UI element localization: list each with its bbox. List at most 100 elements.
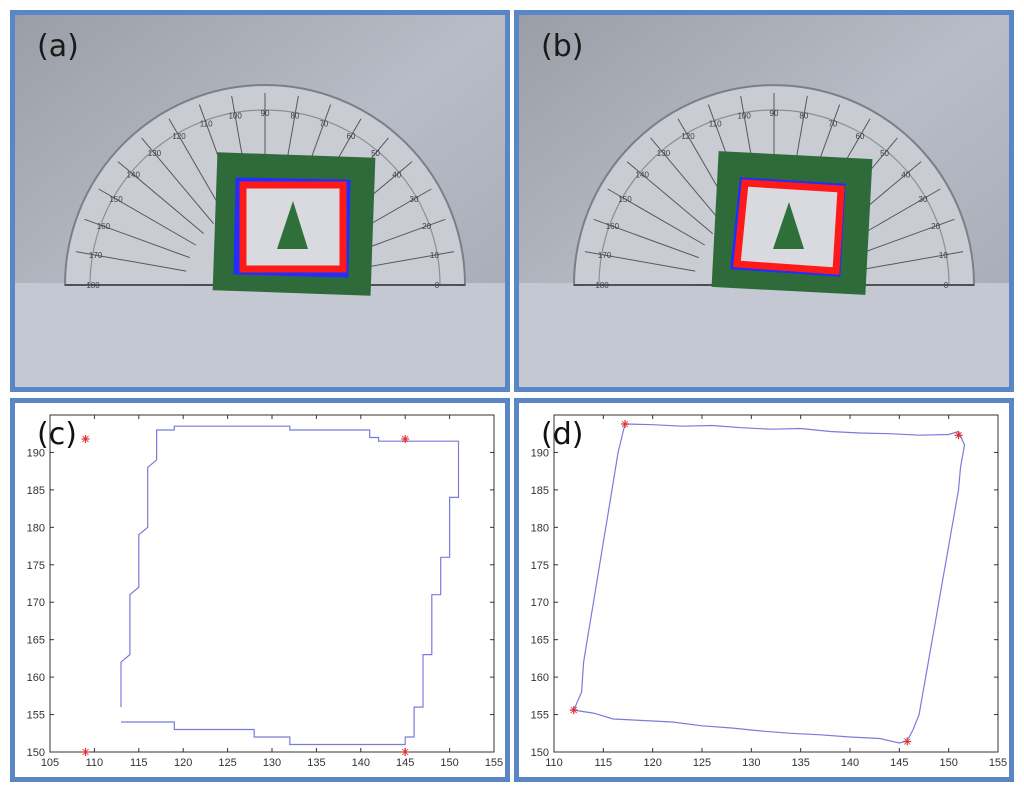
red-contour — [733, 179, 845, 275]
protractor-tick — [607, 188, 705, 246]
protractor-scale-label: 110 — [200, 119, 213, 128]
corner-marker — [401, 434, 410, 443]
panel-label-b: (b) — [541, 29, 584, 64]
protractor-scale-label: 0 — [435, 281, 440, 290]
x-tick-label: 110 — [545, 757, 563, 769]
protractor-scale-label: 180 — [595, 281, 609, 290]
protractor-scale-label: 10 — [430, 251, 439, 260]
panel-label-d: (d) — [541, 417, 584, 452]
protractor-scale-label: 0 — [944, 281, 949, 290]
y-tick-label: 180 — [27, 522, 45, 534]
corner-marker — [81, 748, 90, 756]
x-tick-label: 130 — [263, 757, 281, 769]
corner-marker — [954, 431, 963, 440]
panel-c: 105 110 115 120 125 130 135 140 145 150 155 150 155 1… — [10, 398, 510, 782]
protractor-scale-label: 20 — [422, 222, 431, 231]
protractor-scale-label: 70 — [828, 119, 837, 128]
protractor-tick — [117, 161, 205, 234]
protractor-scale-label: 120 — [172, 132, 186, 141]
x-tick-label: 115 — [130, 757, 148, 769]
y-tick-label: 165 — [27, 635, 45, 647]
protractor-scale-label: 100 — [228, 112, 242, 121]
y-tick-label: 175 — [27, 560, 45, 572]
x-tick-label: 135 — [791, 757, 809, 769]
protractor-scale-label: 110 — [709, 119, 722, 128]
protractor-scale-label: 100 — [737, 112, 751, 121]
protractor-scale-label: 160 — [606, 222, 620, 231]
plot-area — [49, 414, 495, 753]
panel-a: 180 170 160 150 140 130 120 110 100 90 80 70 60 50 40 3… — [10, 10, 510, 392]
x-tick-label: 120 — [643, 757, 661, 769]
paper-lower — [519, 283, 1009, 387]
contour-line — [572, 423, 966, 744]
x-tick-label: 150 — [440, 757, 458, 769]
protractor-scale-label: 90 — [770, 109, 779, 118]
x-tick-label: 140 — [841, 757, 859, 769]
y-tick-label: 175 — [531, 560, 549, 572]
panel-d: 110 115 120 125 130 135 140 145 150 155 150 155 160 1… — [514, 398, 1014, 782]
red-contour — [239, 181, 347, 273]
protractor-scale-label: 140 — [636, 170, 650, 179]
y-tick-label: 155 — [531, 710, 549, 722]
x-tick-label: 120 — [174, 757, 192, 769]
y-tick-label: 165 — [531, 635, 549, 647]
protractor-tick — [75, 251, 187, 272]
plot-d: 110 115 120 125 130 135 140 145 150 155 150 155 160 1… — [531, 414, 1007, 769]
protractor-scale-label: 20 — [931, 222, 940, 231]
y-tick-label: 150 — [27, 747, 45, 759]
y-tick-label: 180 — [531, 522, 549, 534]
y-tick-label: 155 — [27, 710, 45, 722]
x-tick-label: 130 — [742, 757, 760, 769]
protractor-tick — [84, 218, 190, 259]
x-tick-label: 125 — [693, 757, 711, 769]
protractor-scale-label: 30 — [410, 195, 419, 204]
triangle-marker — [277, 201, 308, 249]
x-tick-label: 145 — [396, 757, 414, 769]
x-tick-label: 125 — [218, 757, 236, 769]
corner-marker — [81, 434, 90, 443]
protractor-tick — [168, 118, 226, 216]
protractor-scale-label: 60 — [856, 132, 865, 141]
y-tick-label: 190 — [27, 447, 45, 459]
protractor-scale-label: 160 — [97, 222, 111, 231]
protractor-scale-label: 150 — [618, 195, 632, 204]
y-tick-label: 170 — [531, 597, 549, 609]
protractor-scale-label: 80 — [799, 112, 808, 121]
protractor-scale-label: 170 — [598, 251, 612, 260]
protractor-scale-label: 40 — [392, 170, 401, 179]
plot-area — [553, 414, 999, 753]
protractor-scale-label: 150 — [109, 195, 123, 204]
x-tick-label: 150 — [939, 757, 957, 769]
protractor-scale-label: 180 — [86, 281, 100, 290]
x-tick-label: 110 — [86, 757, 104, 769]
y-tick-label: 150 — [531, 747, 549, 759]
protractor-scale-label: 70 — [319, 119, 328, 128]
y-tick-label: 185 — [27, 485, 45, 497]
plot-c: 105 110 115 120 125 130 135 140 145 150 155 150 155 1… — [27, 414, 503, 769]
contour-line — [120, 425, 460, 746]
protractor-scale-label: 50 — [371, 149, 380, 158]
protractor-scale-label: 80 — [290, 112, 299, 121]
x-tick-label: 115 — [595, 757, 613, 769]
protractor-scale-label: 10 — [939, 251, 948, 260]
protractor-tick — [584, 251, 696, 272]
x-tick-label: 155 — [989, 757, 1007, 769]
protractor-scale-label: 130 — [657, 149, 671, 158]
corner-marker — [903, 737, 912, 746]
protractor-tick — [852, 251, 964, 272]
x-tick-label: 140 — [352, 757, 370, 769]
protractor-scale-label: 120 — [681, 132, 695, 141]
paper-lower — [15, 283, 505, 387]
y-tick-label: 170 — [27, 597, 45, 609]
panel-label-a: (a) — [37, 29, 79, 64]
x-tick-label: 135 — [307, 757, 325, 769]
panel-b: 180 170 160 150 140 130 120 110 100 90 80 70 60 50 40 3… — [514, 10, 1014, 392]
protractor-scale-label: 140 — [127, 170, 141, 179]
y-tick-label: 160 — [27, 672, 45, 684]
protractor-tick — [98, 188, 196, 246]
y-tick-label: 185 — [531, 485, 549, 497]
corner-marker — [401, 748, 410, 756]
protractor-scale-label: 30 — [919, 195, 928, 204]
protractor-tick — [141, 137, 214, 225]
